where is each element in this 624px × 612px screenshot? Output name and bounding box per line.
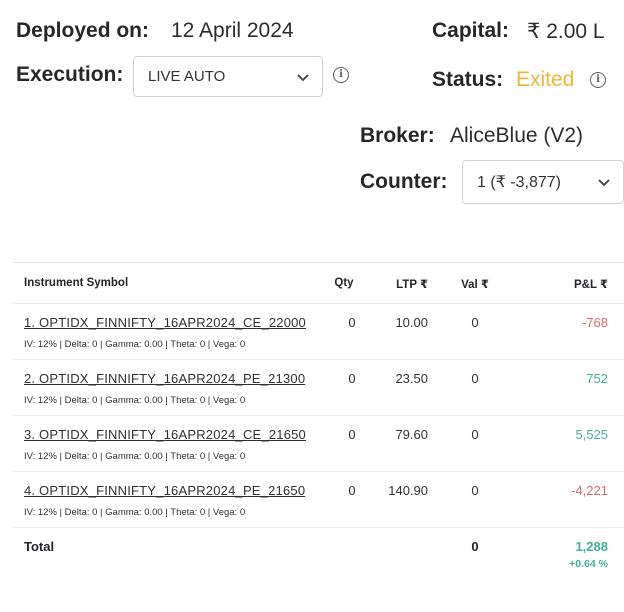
val-cell: 0: [471, 315, 479, 330]
capital-label: Capital:: [432, 19, 510, 42]
deployed-date: 12 April 2024: [171, 19, 294, 42]
qty-cell: 0: [348, 371, 356, 386]
ltp-cell: 140.90: [388, 483, 428, 498]
info-icon[interactable]: i: [333, 67, 349, 83]
column-header-ltp: LTP ₹: [396, 279, 428, 291]
execution-select[interactable]: LIVE AUTO: [133, 56, 323, 97]
execution-label: Execution:: [16, 63, 124, 86]
ltp-cell: 23.50: [395, 371, 428, 386]
counter-selected-value: 1 (₹ -3,877): [477, 174, 561, 191]
total-label: Total: [24, 539, 55, 554]
column-header-symbol: Instrument Symbol: [24, 277, 129, 289]
total-val: 0: [471, 539, 479, 554]
val-cell: 0: [471, 427, 479, 442]
qty-cell: 0: [348, 315, 356, 330]
val-cell: 0: [471, 371, 479, 386]
chevron-down-icon: [598, 179, 610, 187]
table-row: 4. OPTIDX_FINNIFTY_16APR2024_PE_21650 IV…: [12, 472, 624, 528]
deployed-label: Deployed on:: [16, 19, 150, 42]
column-header-pnl: P&L ₹: [574, 279, 608, 291]
counter-label: Counter:: [360, 170, 448, 193]
total-pnl-percent: +0.64 %: [569, 558, 608, 570]
table-row: 1. OPTIDX_FINNIFTY_16APR2024_CE_22000 IV…: [12, 304, 624, 360]
pnl-cell: -768: [581, 315, 608, 330]
instrument-symbol-link[interactable]: 1. OPTIDX_FINNIFTY_16APR2024_CE_22000: [24, 315, 306, 330]
broker-value: AliceBlue (V2): [450, 124, 584, 147]
column-header-qty: Qty: [334, 277, 354, 289]
execution-selected-value: LIVE AUTO: [148, 68, 226, 85]
instrument-symbol-link[interactable]: 2. OPTIDX_FINNIFTY_16APR2024_PE_21300: [24, 371, 306, 386]
qty-cell: 0: [348, 483, 356, 498]
info-icon[interactable]: i: [590, 72, 606, 88]
option-greeks: IV: 12% | Delta: 0 | Gamma: 0.00 | Theta…: [24, 339, 246, 350]
option-greeks: IV: 12% | Delta: 0 | Gamma: 0.00 | Theta…: [24, 451, 246, 462]
option-greeks: IV: 12% | Delta: 0 | Gamma: 0.00 | Theta…: [24, 507, 246, 518]
total-pnl: 1,288: [575, 539, 608, 554]
capital-value: ₹ 2.00 L: [527, 20, 605, 43]
pnl-cell: 5,525: [575, 427, 608, 442]
counter-select[interactable]: 1 (₹ -3,877): [462, 160, 624, 204]
qty-cell: 0: [348, 427, 356, 442]
column-header-val: Val ₹: [461, 279, 489, 291]
pnl-cell: -4,221: [571, 483, 608, 498]
val-cell: 0: [471, 483, 479, 498]
positions-table: Instrument Symbol Qty LTP ₹ Val ₹ P&L ₹ …: [12, 262, 624, 578]
ltp-cell: 79.60: [395, 427, 428, 442]
total-row: Total 0 1,288 +0.64 %: [12, 528, 624, 578]
instrument-symbol-link[interactable]: 3. OPTIDX_FINNIFTY_16APR2024_CE_21650: [24, 427, 306, 442]
table-row: 2. OPTIDX_FINNIFTY_16APR2024_PE_21300 IV…: [12, 360, 624, 416]
status-label: Status:: [432, 68, 504, 91]
broker-label: Broker:: [360, 124, 435, 147]
table-header: Instrument Symbol Qty LTP ₹ Val ₹ P&L ₹: [12, 262, 624, 304]
ltp-cell: 10.00: [395, 315, 428, 330]
table-row: 3. OPTIDX_FINNIFTY_16APR2024_CE_21650 IV…: [12, 416, 624, 472]
status-badge: Exited: [516, 68, 575, 91]
instrument-symbol-link[interactable]: 4. OPTIDX_FINNIFTY_16APR2024_PE_21650: [24, 483, 306, 498]
pnl-cell: 752: [586, 371, 608, 386]
chevron-down-icon: [297, 73, 309, 81]
option-greeks: IV: 12% | Delta: 0 | Gamma: 0.00 | Theta…: [24, 395, 246, 406]
